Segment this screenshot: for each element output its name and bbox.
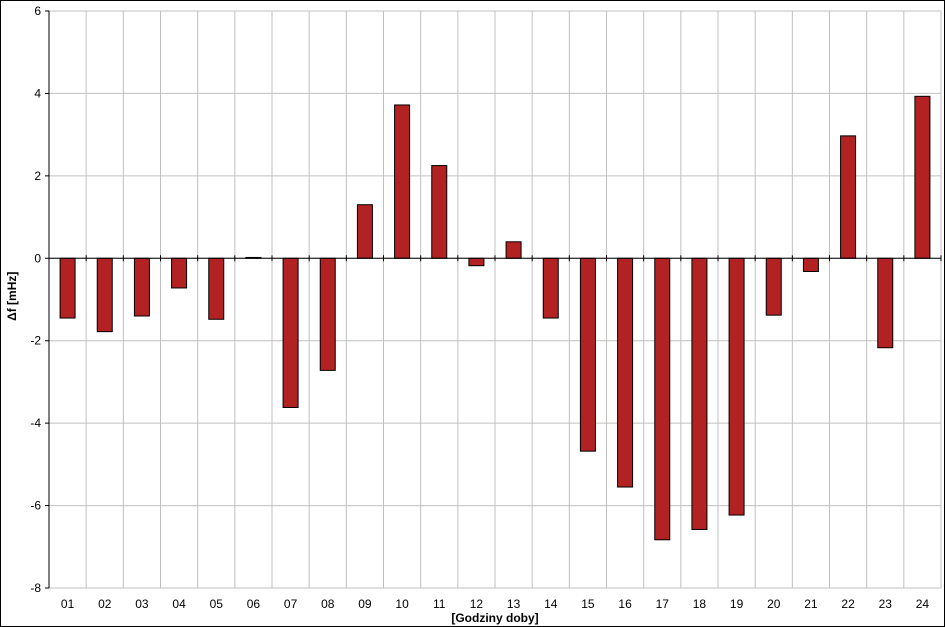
bar-17	[654, 257, 671, 541]
bar-19	[728, 257, 745, 516]
bar-16	[617, 257, 634, 488]
x-tick-label: 15	[581, 597, 595, 611]
x-tick-label: 17	[656, 597, 670, 611]
x-tick-label: 07	[284, 597, 298, 611]
bar-07	[282, 257, 299, 408]
bar-18	[691, 257, 708, 530]
x-tick-label: 23	[879, 597, 893, 611]
x-tick-label: 05	[210, 597, 224, 611]
bar-02	[96, 257, 113, 333]
bar-22	[840, 135, 857, 259]
y-tick-label: -8	[30, 581, 41, 595]
x-tick-label: 20	[767, 597, 781, 611]
x-tick-label: 16	[618, 597, 632, 611]
x-tick-label: 18	[693, 597, 707, 611]
x-tick-label: 01	[61, 597, 75, 611]
x-tick-label: 21	[804, 597, 818, 611]
x-tick-label: 08	[321, 597, 335, 611]
bar-13	[505, 241, 522, 259]
y-tick-label: 4	[34, 86, 41, 100]
bar-03	[133, 257, 150, 317]
bar-20	[765, 257, 782, 316]
gridlines	[48, 10, 942, 589]
x-tick-label: 04	[172, 597, 186, 611]
x-tick-label: 02	[98, 597, 112, 611]
bar-01	[59, 257, 76, 319]
x-tick-label: 09	[358, 597, 372, 611]
bar-09	[356, 204, 373, 259]
bar-21	[802, 257, 819, 272]
bar-15	[579, 257, 596, 452]
x-tick-label: 13	[507, 597, 521, 611]
bar-23	[877, 257, 894, 349]
bars	[59, 95, 931, 541]
axes	[45, 10, 942, 589]
bar-08	[319, 257, 336, 371]
bar-04	[171, 257, 188, 289]
x-tick-label: 14	[544, 597, 558, 611]
x-tick-label: 24	[916, 597, 930, 611]
bar-12	[468, 257, 485, 267]
bar-05	[208, 257, 225, 320]
y-tick-label: -4	[30, 416, 41, 430]
y-axis-title: Δf [mHz]	[5, 272, 19, 321]
y-tick-label: 2	[34, 169, 41, 183]
x-tick-label: 12	[470, 597, 484, 611]
y-tick-label: -6	[30, 499, 41, 513]
y-tick-label: 0	[34, 251, 41, 265]
x-tick-label: 22	[841, 597, 855, 611]
x-tick-label: 11	[433, 597, 446, 611]
x-tick-label: 06	[247, 597, 261, 611]
x-tick-label: 10	[395, 597, 409, 611]
bar-10	[394, 104, 411, 259]
bar-14	[542, 257, 559, 319]
y-tick-label: 6	[34, 4, 41, 18]
x-axis-title: [Godziny doby]	[451, 611, 538, 625]
y-tick-label: -2	[30, 334, 41, 348]
x-tick-label: 03	[135, 597, 149, 611]
x-tick-label: 19	[730, 597, 744, 611]
bar-24	[914, 95, 931, 259]
bar-11	[431, 165, 448, 259]
